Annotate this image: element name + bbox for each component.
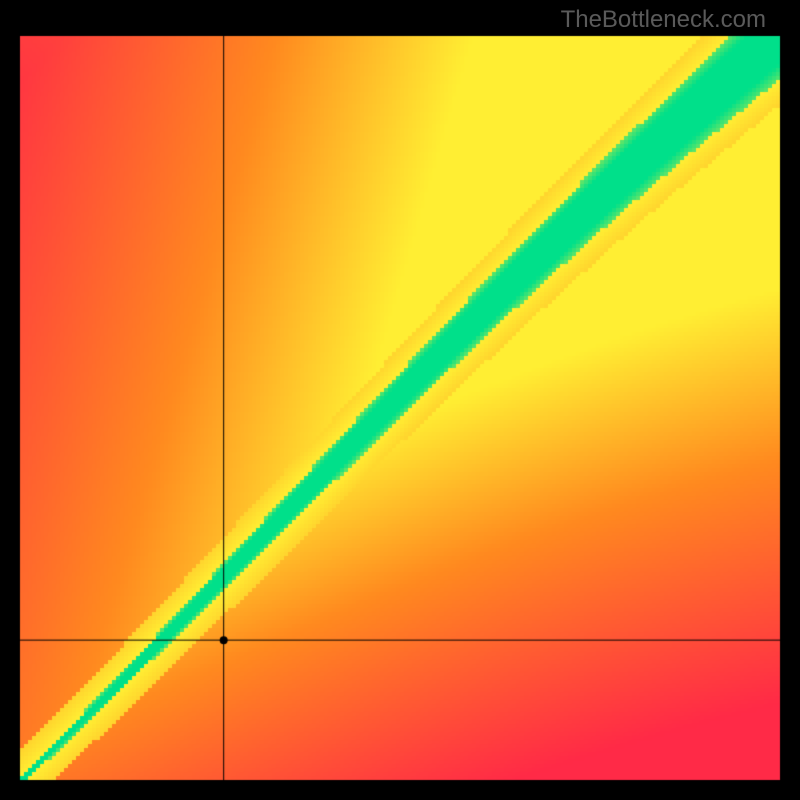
bottleneck-heatmap — [0, 0, 800, 800]
chart-container: { "type": "heatmap", "watermark": { "tex… — [0, 0, 800, 800]
watermark-text: TheBottleneck.com — [561, 6, 766, 34]
